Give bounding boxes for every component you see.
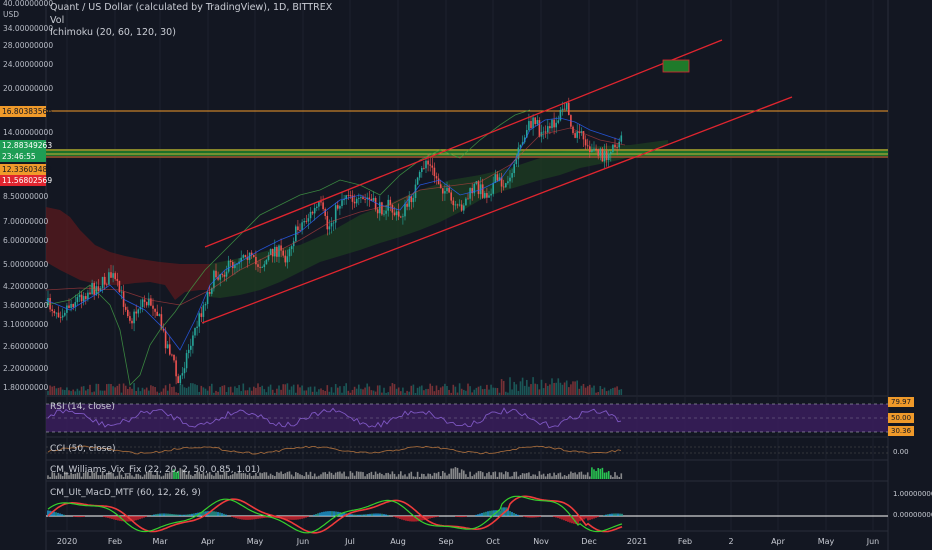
time-tick: Aug xyxy=(390,537,406,546)
time-tick: 2 xyxy=(728,537,734,546)
cci-label[interactable]: CCI (50, close) xyxy=(50,444,116,454)
macd-upper-value: 1.00000000 xyxy=(893,490,932,498)
time-tick: 2020 xyxy=(56,537,78,546)
price-tick: 20.00000000 xyxy=(3,84,54,93)
volume-bars xyxy=(47,377,623,395)
vix-histogram xyxy=(47,467,623,479)
time-tick: Sep xyxy=(438,537,454,546)
rsi-lower-tag: 30.36 xyxy=(888,426,915,436)
macd-line xyxy=(47,495,623,534)
price-tick: 40.00000000 xyxy=(3,0,54,8)
upper-level-tag: 16.80383566 xyxy=(0,106,53,117)
ichimoku-cloud xyxy=(46,140,668,300)
time-tick: Nov xyxy=(533,537,549,546)
rsi-label[interactable]: RSI (14, close) xyxy=(50,402,115,412)
base-line xyxy=(45,127,626,306)
macd-pane xyxy=(46,495,888,534)
ichimoku-lines xyxy=(45,109,626,386)
chart-legend: Quant / US Dollar (calculated by Trading… xyxy=(50,2,332,40)
symbol-title[interactable]: Quant / US Dollar (calculated by Trading… xyxy=(50,2,333,13)
macd-signal-line xyxy=(47,495,623,534)
cloud-bull xyxy=(210,140,668,298)
time-tick: Jul xyxy=(345,537,355,546)
time-tick: Apr xyxy=(771,537,785,546)
price-tick: 3.60000000 xyxy=(3,301,49,310)
price-levels xyxy=(46,110,888,158)
price-tick: 34.00000000 xyxy=(3,24,54,33)
time-tick: Jun xyxy=(866,537,880,546)
price-tick: 8.50000000 xyxy=(3,192,49,201)
lagging-span xyxy=(45,109,531,386)
time-tick: May xyxy=(817,537,835,546)
price-tick: 14.00000000 xyxy=(3,128,54,137)
rsi-mid-tag: 50.00 xyxy=(888,413,915,423)
axis-currency: USD xyxy=(3,10,20,19)
price-tick: 7.00000000 xyxy=(3,217,49,226)
price-axis[interactable]: USD 40.00000000 34.00000000 28.00000000 … xyxy=(0,0,53,396)
price-tick: 24.00000000 xyxy=(3,60,54,69)
time-tick: Mar xyxy=(152,537,168,546)
volume-legend[interactable]: Vol xyxy=(50,14,65,26)
vix-label[interactable]: CM_Williams_Vix_Fix (22, 20, 2, 50, 0.85… xyxy=(50,465,261,475)
macd-label[interactable]: CM_Ult_MacD_MTF (60, 12, 26, 9) xyxy=(50,488,201,498)
cci-value: 0.00 xyxy=(893,448,909,456)
cci-line xyxy=(47,445,622,455)
time-tick: Dec xyxy=(581,537,597,546)
time-tick: Oct xyxy=(486,537,500,546)
time-tick: Feb xyxy=(677,537,693,546)
price-tick: 2.20000000 xyxy=(3,364,49,373)
last-price-tag: 12.88349263 xyxy=(0,140,53,151)
time-tick: Jun xyxy=(296,537,310,546)
price-tick: 3.10000000 xyxy=(3,320,49,329)
mid-level-tag: 12.33603483 xyxy=(0,164,53,175)
channel-upper-line xyxy=(204,39,723,248)
ascending-channel xyxy=(201,39,793,324)
channel-lower-line xyxy=(201,96,793,324)
price-tick: 1.80000000 xyxy=(3,383,49,392)
time-tick: 2021 xyxy=(626,537,648,546)
pane-separators xyxy=(45,0,889,550)
countdown-tag: 23:46:55 xyxy=(0,151,46,162)
time-tick: Apr xyxy=(201,537,215,546)
lower-level-tag: 11.56802569 xyxy=(0,175,53,186)
macd-zero-value: 0.00000000 xyxy=(893,511,932,519)
rsi-pane xyxy=(46,403,888,433)
cci-pane xyxy=(46,445,888,455)
target-box xyxy=(662,59,690,73)
ichimoku-legend[interactable]: Ichimoku (20, 60, 120, 30) xyxy=(50,27,176,38)
rsi-line xyxy=(47,407,622,429)
rsi-upper-tag: 79.97 xyxy=(888,397,915,407)
price-tick: 6.00000000 xyxy=(3,236,49,245)
cloud-bear xyxy=(46,207,210,300)
time-tick: Feb xyxy=(107,537,123,546)
time-tick: May xyxy=(246,537,264,546)
price-tick: 28.00000000 xyxy=(3,41,54,50)
price-tick: 5.00000000 xyxy=(3,260,49,269)
price-tick: 2.60000000 xyxy=(3,342,49,351)
price-tick: 4.20000000 xyxy=(3,282,49,291)
conversion-line xyxy=(45,117,621,351)
